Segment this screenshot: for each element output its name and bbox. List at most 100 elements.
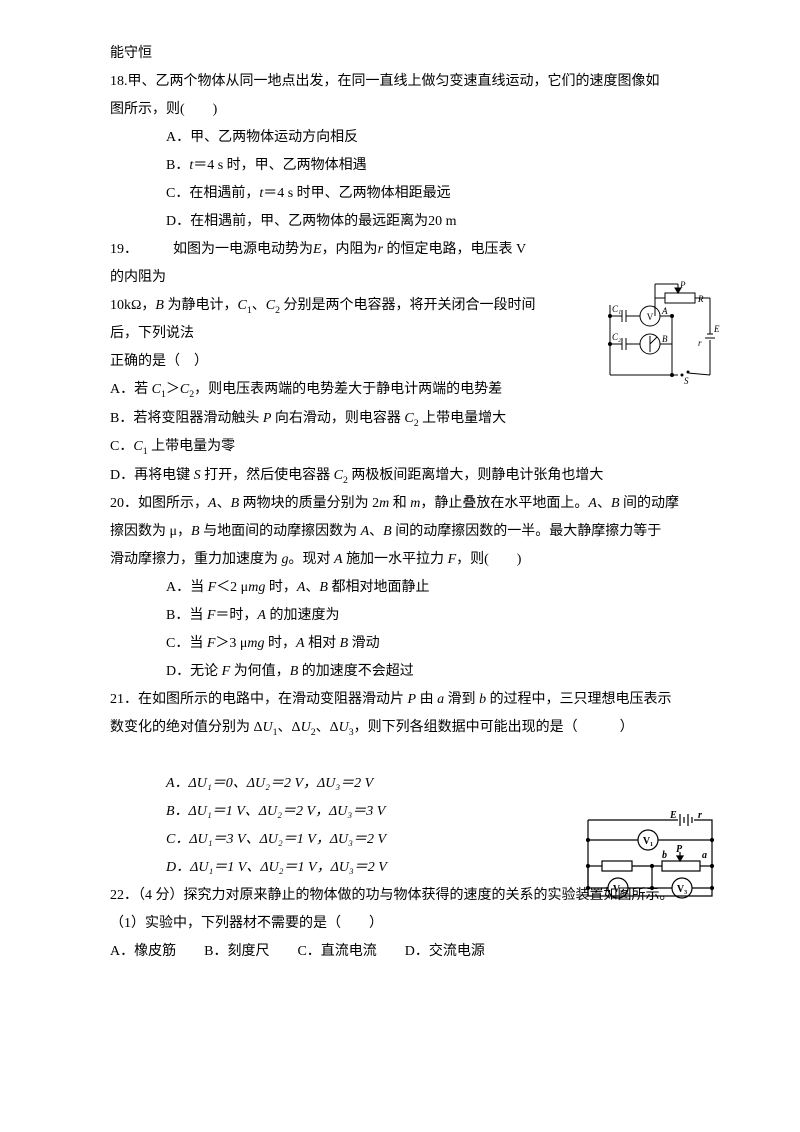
q20C-post: 滑动: [348, 636, 380, 651]
q20A-m3: 、: [305, 580, 319, 595]
q21-s2-U3: U: [339, 720, 349, 735]
q20-s1-post: 间的动摩: [620, 496, 680, 511]
q21-stem-line2: 数变化的绝对值分别为 ΔU1、ΔU2、ΔU3，则下列各组数据中可能出现的是（ ）: [110, 714, 710, 742]
q20-s1-m1: 、: [217, 496, 231, 511]
q20-s2-A: A: [361, 524, 370, 539]
svg-text:S: S: [684, 376, 689, 385]
svg-text:B: B: [662, 334, 668, 344]
q20-stem-line1: 20．如图所示，A、B 两物块的质量分别为 2m 和 m，静止叠放在水平地面上。…: [110, 490, 710, 518]
q21-s2-pre: 数变化的绝对值分别为 Δ: [110, 720, 263, 735]
q20A-F: F: [208, 580, 217, 595]
q20-s3-m2: 施加一水平拉力: [343, 552, 448, 567]
q19-s1-E: E: [313, 242, 322, 257]
q20A-m2: 时，: [265, 580, 297, 595]
q20-s1-A: A: [208, 496, 217, 511]
q20-s3-post: ，则( ): [456, 552, 521, 567]
q20B-post: 的加速度为: [266, 608, 340, 623]
q20A-pre: A．当: [166, 580, 208, 595]
q21-s1-pre: 在如图所示的电路中，在滑动变阻器滑动片: [138, 692, 408, 707]
q20-s3-A: A: [334, 552, 343, 567]
q18-optB-pre: B．: [166, 158, 189, 173]
q19C-C1: C: [133, 439, 142, 454]
q20A-post: 都相对地面静止: [328, 580, 430, 595]
svg-text:V₃: V₃: [677, 884, 687, 895]
q18-optB-post: ＝4 s 时，甲、乙两物体相遇: [193, 158, 366, 173]
q21-s2-post: ，则下列各组数据中可能出现的是（ ）: [354, 720, 634, 735]
q19B-post: 上带电量增大: [419, 411, 507, 426]
svg-text:V₁: V₁: [643, 836, 653, 847]
q21-s2-U1: U: [263, 720, 273, 735]
q19D-S: S: [194, 468, 201, 483]
q20D-B: B: [290, 664, 299, 679]
q20-s2-post: 间的动摩擦因数的一半。最大静摩擦力等于: [392, 524, 662, 539]
q18-stem-line1: 18.甲、乙两个物体从同一地点出发，在同一直线上做匀变速直线运动，它们的速度图像…: [110, 68, 710, 96]
q18-optD: D．在相遇前，甲、乙两物体的最远距离为20 m: [110, 208, 710, 236]
q20B-A: A: [257, 608, 266, 623]
q19-s2-m1: 为静电计，: [164, 298, 238, 313]
q20D-m: 为何值，: [230, 664, 290, 679]
q21A-text: A．ΔU₁＝0、ΔU₂＝2 V，ΔU₃＝2 V: [166, 776, 373, 791]
q20D-post: 的加速度不会超过: [298, 664, 414, 679]
q20-s1-mm2: m: [410, 496, 420, 511]
svg-text:P: P: [676, 844, 683, 855]
q18-num: 18.: [110, 74, 128, 89]
q19A-gt: ＞: [166, 382, 180, 397]
q20-optC: C．当 F＞3 μmg 时，A 相对 B 滑动: [110, 630, 710, 658]
q21-s1-b: b: [479, 692, 486, 707]
q20-s1-m3: 和: [389, 496, 410, 511]
q20-s1-B2: B: [611, 496, 620, 511]
q20-s1-m2: 两物块的质量分别为 2: [239, 496, 379, 511]
q20-s2-pre: 擦因数为 μ，: [110, 524, 191, 539]
q20C-m2: 时，: [265, 636, 297, 651]
q21-s2-m2: 、Δ: [316, 720, 339, 735]
q20B-pre: B．当: [166, 608, 207, 623]
q20-s1-mm1: m: [379, 496, 389, 511]
q19-stem-line2: 10kΩ，B 为静电计，C1、C2 分别是两个电容器，将开关闭合一段时间后，下列…: [110, 292, 540, 348]
q20-s3-g: g: [282, 552, 289, 567]
q21-s1-P: P: [408, 692, 417, 707]
svg-text:b: b: [662, 850, 667, 861]
q20-s1-m4: ，静止叠放在水平地面上。: [420, 496, 588, 511]
q19C-post: 上带电量为零: [148, 439, 236, 454]
q21-circuit-figure: V₁ V₂ V₃ E r b a P: [580, 808, 720, 903]
q19-optC: C．C1 上带电量为零: [110, 433, 710, 461]
q20C-B: B: [340, 636, 349, 651]
q19A-C2: C: [180, 382, 189, 397]
q19B-C2: C: [404, 411, 413, 426]
q20-s1-B: B: [231, 496, 240, 511]
q19D-post: 两极板间距离增大，则静电计张角也增大: [348, 468, 604, 483]
q19A-C1: C: [152, 382, 161, 397]
svg-text:E: E: [669, 810, 677, 821]
q20-s2-B: B: [191, 524, 200, 539]
q21-s1-a: a: [437, 692, 444, 707]
q19-circuit-figure: V P R C₁ C₂ A: [600, 280, 720, 385]
q21-s2-U2: U: [301, 720, 311, 735]
q20-optB: B．当 F＝时，A 的加速度为: [110, 602, 710, 630]
q22-num: 22．: [110, 888, 138, 903]
svg-text:P: P: [679, 280, 686, 290]
q19D-C2: C: [334, 468, 343, 483]
svg-text:C₂: C₂: [612, 332, 621, 342]
q21B-text: B．ΔU₁＝1 V、ΔU₂＝2 V，ΔU₃＝3 V: [166, 804, 385, 819]
q19B-pre: B．若将变阻器滑动触头: [110, 411, 263, 426]
prev-fragment: 能守恒: [110, 40, 710, 68]
q21-stem-line1: 21．在如图所示的电路中，在滑动变阻器滑动片 P 由 a 滑到 b 的过程中，三…: [110, 686, 710, 714]
q22-stem-line2: （1）实验中，下列器材不需要的是（ ）: [110, 910, 710, 938]
q20-s1-m5: 、: [597, 496, 611, 511]
q20C-A: A: [296, 636, 305, 651]
q18-optA: A．甲、乙两物体运动方向相反: [110, 124, 710, 152]
q21-s2-m1: 、Δ: [278, 720, 301, 735]
svg-text:V₂: V₂: [613, 884, 623, 895]
q21-s1-m1: 由: [416, 692, 437, 707]
q22-opts: A．橡皮筋 B．刻度尺 C．直流电流 D．交流电源: [110, 938, 710, 966]
q21-num: 21．: [110, 692, 138, 707]
q19-stem-line1: 19． 如图为一电源电动势为E，内阻为r 的恒定电路，电压表 V 的内阻为: [110, 236, 540, 292]
q19-s1-mid: ，内阻为: [322, 242, 378, 257]
q20-s2-B2: B: [383, 524, 392, 539]
q20-optD: D．无论 F 为何值，B 的加速度不会超过: [110, 658, 710, 686]
q21-s1-post: 的过程中，三只理想电压表示: [486, 692, 672, 707]
q20C-m3: 相对: [305, 636, 340, 651]
q20-s2-m2: 、: [369, 524, 383, 539]
q19D-pre: D．再将电键: [110, 468, 194, 483]
q19-optB: B．若将变阻器滑动触头 P 向右滑动，则电容器 C2 上带电量增大: [110, 405, 710, 433]
